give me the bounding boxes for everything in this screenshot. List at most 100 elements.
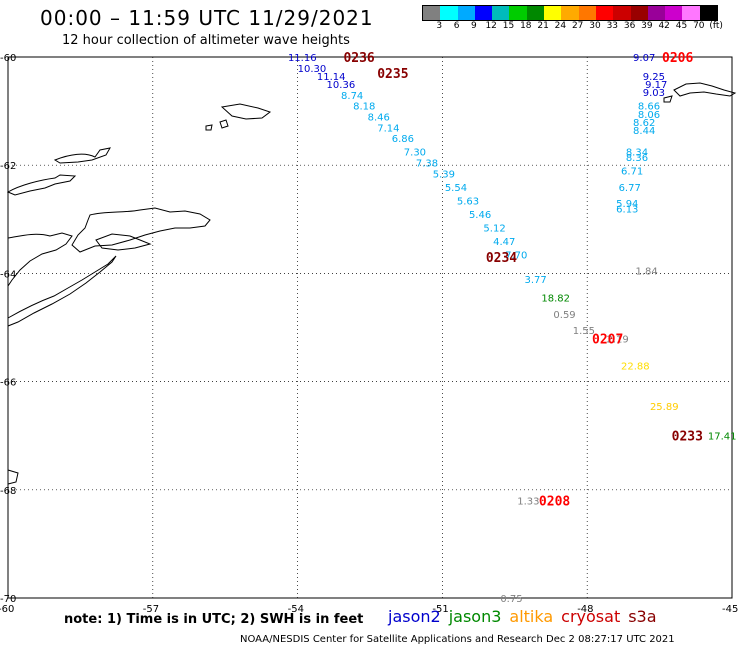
pass-time-label: 0208 (539, 495, 570, 510)
footer-note: note: 1) Time is in UTC; 2) SWH is in fe… (64, 612, 364, 627)
color-tick-label: 36 (623, 21, 636, 31)
lon-tick-label: -48 (577, 604, 593, 615)
mission-legend: jason2 jason3 altika cryosat s3a (388, 607, 665, 626)
color-swatch (595, 6, 614, 20)
map-title: 00:00 – 11:59 UTC 11/29/2021 (40, 6, 374, 30)
pass-time-label: 0207 (592, 332, 623, 347)
pass-time-label: 0235 (377, 67, 408, 82)
mission-legend-item: jason3 (448, 607, 502, 626)
wave-height-value: 6.71 (621, 167, 643, 178)
color-tick-label: 6 (453, 21, 460, 31)
color-swatch (440, 6, 458, 20)
wave-height-value: 10.36 (327, 80, 356, 91)
wave-height-value: 25.89 (650, 402, 679, 413)
map-grid: -60 -57 -54 -51 -48 -45 -60 -62 -64 -66 -68 -70 (0, 53, 738, 615)
wave-height-value: 8.74 (341, 91, 363, 102)
wave-height-value: 8.44 (633, 126, 655, 137)
wave-height-value: 8.62 (633, 118, 655, 129)
wave-height-value: 5.39 (433, 169, 455, 180)
color-swatch (578, 6, 596, 20)
wave-height-value: 9.07 (633, 53, 655, 64)
color-tick-label: 33 (606, 21, 619, 31)
wave-height-value: 1.84 (635, 267, 657, 278)
lat-tick-label: -64 (0, 269, 16, 280)
wave-height-value: 8.36 (626, 153, 648, 164)
lat-tick-label: -70 (0, 594, 16, 605)
color-tick-label: 21 (537, 21, 549, 31)
color-tick-label: 9 (471, 21, 477, 31)
color-swatch (699, 6, 718, 20)
lat-tick-label: -66 (0, 378, 16, 389)
wave-height-value: 5.54 (445, 183, 467, 194)
wave-height-value: 5.12 (483, 223, 505, 234)
wave-height-value: 5.94 (616, 199, 638, 210)
wave-height-value: 9.03 (643, 88, 665, 99)
wave-height-value: 7.38 (416, 158, 438, 169)
pass-time-label: 0236 (343, 51, 374, 66)
color-tick-label: 18 (520, 21, 532, 31)
wave-height-value: 4.47 (493, 237, 515, 248)
wave-height-value: 22.88 (621, 361, 650, 372)
wave-height-value: 9.17 (645, 80, 667, 91)
color-swatch (682, 6, 700, 20)
color-tick-label: (ft) (709, 21, 723, 31)
wave-height-value: 6.86 (392, 134, 414, 145)
wave-height-value: 1.33 (517, 497, 539, 508)
wave-height-value: 8.66 (638, 102, 660, 113)
wave-height-value: 2.19 (607, 334, 629, 345)
wave-height-value: 6.77 (619, 183, 641, 194)
altimeter-observations: 11.1610.3011.1410.368.748.188.467.146.86… (288, 51, 737, 605)
color-swatch (526, 6, 545, 20)
color-tick-label: 42 (658, 21, 670, 31)
color-tick-label: 24 (554, 21, 567, 31)
color-swatch (665, 6, 683, 20)
color-scale-bar (422, 5, 719, 21)
wave-height-value: 7.30 (404, 148, 426, 159)
wave-height-value: 7.14 (377, 123, 399, 134)
map-subtitle: 12 hour collection of altimeter wave hei… (62, 33, 350, 48)
footer-credit: NOAA/NESDIS Center for Satellite Applica… (240, 634, 675, 645)
color-swatch (474, 6, 493, 20)
wave-height-value: 8.18 (353, 102, 375, 113)
color-swatch (423, 6, 441, 20)
color-swatch (630, 6, 648, 20)
wave-height-value: 6.13 (616, 204, 638, 215)
wave-height-value: 8.06 (638, 110, 660, 121)
wave-height-value: 0.75 (500, 594, 522, 605)
wave-height-value: 8.34 (626, 148, 648, 159)
wave-height-value: 9.25 (643, 72, 665, 83)
color-tick-label: 27 (571, 21, 584, 31)
color-swatch (509, 6, 527, 20)
lon-tick-label: -54 (288, 604, 304, 615)
wave-height-value: 3.77 (524, 275, 546, 286)
color-swatch (457, 6, 475, 20)
color-tick-label: 45 (675, 21, 688, 31)
lon-tick-label: -45 (722, 604, 738, 615)
wave-height-value: 11.14 (317, 72, 346, 83)
color-tick-label: 70 (693, 21, 705, 31)
mission-legend-item: jason2 (388, 607, 441, 626)
color-swatch (647, 6, 666, 20)
color-tick-label: 3 (436, 21, 443, 31)
lon-tick-label: -60 (0, 604, 14, 615)
mission-legend-item: cryosat (561, 607, 621, 626)
mission-legend-item: s3a (628, 607, 657, 626)
lat-tick-label: -62 (0, 161, 16, 172)
lat-tick-label: -60 (0, 53, 16, 64)
color-tick-label: 30 (589, 21, 601, 31)
color-swatch (544, 6, 562, 20)
wave-height-value: 5.46 (469, 210, 491, 221)
color-swatch (561, 6, 579, 20)
pass-time-label: 0206 (662, 51, 693, 66)
map-frame (7, 56, 733, 599)
wave-height-value: 0.59 (553, 310, 575, 321)
wave-height-value: 1.55 (573, 326, 595, 337)
lon-tick-label: -57 (143, 604, 159, 615)
coastline (6, 82, 737, 485)
pass-time-label: 0234 (486, 251, 517, 266)
mission-legend-item: altika (509, 607, 554, 626)
wave-height-value: 5.63 (457, 196, 479, 207)
color-scale-ticks: 3 6 9 12 15 18 21 24 27 30 33 36 39 42 45 70 (ft) (422, 21, 740, 33)
pass-time-label: 0233 (672, 430, 703, 445)
